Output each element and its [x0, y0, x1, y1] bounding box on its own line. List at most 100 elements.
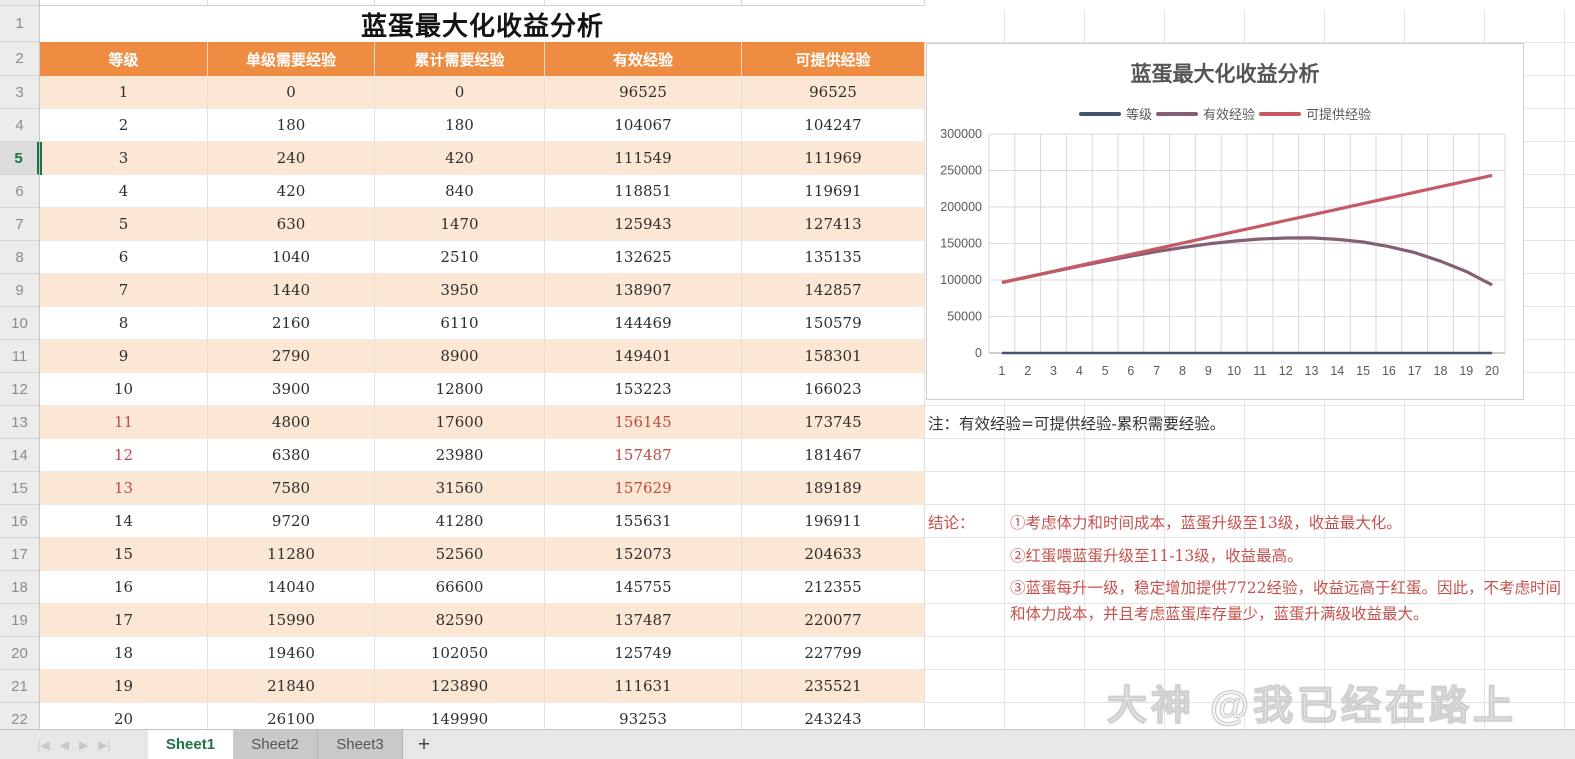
table-cell[interactable]: 173745 [742, 406, 925, 439]
table-cell[interactable]: 156145 [545, 406, 742, 439]
table-cell[interactable]: 220077 [742, 604, 925, 637]
table-cell[interactable]: 23980 [375, 439, 545, 472]
table-cell[interactable]: 840 [375, 175, 545, 208]
table-cell[interactable]: 9720 [208, 505, 375, 538]
table-cell[interactable]: 9 [40, 340, 208, 373]
table-cell[interactable]: 14 [40, 505, 208, 538]
row-number[interactable]: 6 [0, 175, 39, 208]
table-cell[interactable]: 102050 [375, 637, 545, 670]
table-cell[interactable]: 8900 [375, 340, 545, 373]
sheet-nav-icon[interactable]: |◀ [37, 737, 50, 752]
row-number[interactable]: 20 [0, 637, 39, 670]
table-cell[interactable]: 132625 [545, 241, 742, 274]
table-cell[interactable]: 111549 [545, 142, 742, 175]
column-header[interactable]: 累计需要经验 [375, 42, 545, 76]
table-cell[interactable]: 66600 [375, 571, 545, 604]
row-number[interactable]: 17 [0, 538, 39, 571]
table-cell[interactable]: 125943 [545, 208, 742, 241]
table-cell[interactable]: 12800 [375, 373, 545, 406]
row-number[interactable]: 11 [0, 340, 39, 373]
row-number[interactable]: 7 [0, 208, 39, 241]
table-cell[interactable]: 15 [40, 538, 208, 571]
table-cell[interactable]: 137487 [545, 604, 742, 637]
row-number[interactable]: 3 [0, 76, 39, 109]
table-cell[interactable]: 12 [40, 439, 208, 472]
table-cell[interactable]: 6 [40, 241, 208, 274]
table-cell[interactable]: 14040 [208, 571, 375, 604]
table-cell[interactable]: 138907 [545, 274, 742, 307]
table-cell[interactable]: 111631 [545, 670, 742, 703]
table-cell[interactable]: 6380 [208, 439, 375, 472]
table-cell[interactable]: 19 [40, 670, 208, 703]
row-number[interactable]: 10 [0, 307, 39, 340]
column-header[interactable]: 可提供经验 [742, 42, 925, 76]
table-cell[interactable]: 1040 [208, 241, 375, 274]
table-cell[interactable]: 82590 [375, 604, 545, 637]
table-cell[interactable]: 41280 [375, 505, 545, 538]
table-cell[interactable]: 227799 [742, 637, 925, 670]
table-cell[interactable]: 204633 [742, 538, 925, 571]
table-cell[interactable]: 3 [40, 142, 208, 175]
table-cell[interactable]: 10 [40, 373, 208, 406]
row-number[interactable]: 18 [0, 571, 39, 604]
chart-object[interactable]: 蓝蛋最大化收益分析 等级 有效经验 可提供经验 0 50000 100000 150000… [926, 43, 1524, 400]
table-cell[interactable]: 0 [375, 76, 545, 109]
table-cell[interactable]: 212355 [742, 571, 925, 604]
row-number[interactable]: 14 [0, 439, 39, 472]
table-cell[interactable]: 104247 [742, 109, 925, 142]
table-cell[interactable]: 7 [40, 274, 208, 307]
table-cell[interactable]: 149401 [545, 340, 742, 373]
table-cell[interactable]: 16 [40, 571, 208, 604]
table-cell[interactable]: 96525 [742, 76, 925, 109]
table-cell[interactable]: 52560 [375, 538, 545, 571]
table-cell[interactable]: 155631 [545, 505, 742, 538]
sheet-nav-icon[interactable]: ▶ [79, 737, 89, 752]
table-cell[interactable]: 123890 [375, 670, 545, 703]
table-cell[interactable]: 17 [40, 604, 208, 637]
table-cell[interactable]: 31560 [375, 472, 545, 505]
table-cell[interactable]: 150579 [742, 307, 925, 340]
table-cell[interactable]: 180 [208, 109, 375, 142]
table-cell[interactable]: 196911 [742, 505, 925, 538]
table-cell[interactable]: 1440 [208, 274, 375, 307]
table-cell[interactable]: 181467 [742, 439, 925, 472]
row-number[interactable]: 5 [0, 142, 39, 175]
sheet-tab-sheet3[interactable]: Sheet3 [318, 730, 403, 759]
table-cell[interactable]: 240 [208, 142, 375, 175]
table-cell[interactable]: 125749 [545, 637, 742, 670]
table-cell[interactable]: 119691 [742, 175, 925, 208]
column-header[interactable]: 单级需要经验 [208, 42, 375, 76]
sheet-nav-buttons[interactable]: |◀ ◀ ▶ ▶| [0, 730, 148, 759]
row-number[interactable]: 12 [0, 373, 39, 406]
sheet-nav-icon[interactable]: ◀ [59, 737, 69, 752]
table-cell[interactable]: 152073 [545, 538, 742, 571]
table-cell[interactable]: 158301 [742, 340, 925, 373]
table-cell[interactable]: 21840 [208, 670, 375, 703]
table-cell[interactable]: 1470 [375, 208, 545, 241]
table-cell[interactable]: 235521 [742, 670, 925, 703]
row-number[interactable]: 4 [0, 109, 39, 142]
table-cell[interactable]: 7580 [208, 472, 375, 505]
table-cell[interactable]: 6110 [375, 307, 545, 340]
table-cell[interactable]: 8 [40, 307, 208, 340]
table-cell[interactable]: 3950 [375, 274, 545, 307]
row-number[interactable]: 9 [0, 274, 39, 307]
row-number[interactable]: 16 [0, 505, 39, 538]
table-cell[interactable]: 3900 [208, 373, 375, 406]
table-cell[interactable]: 96525 [545, 76, 742, 109]
table-cell[interactable]: 0 [208, 76, 375, 109]
row-number[interactable]: 13 [0, 406, 39, 439]
table-cell[interactable]: 153223 [545, 373, 742, 406]
table-cell[interactable]: 5 [40, 208, 208, 241]
table-cell[interactable]: 4800 [208, 406, 375, 439]
table-cell[interactable]: 2510 [375, 241, 545, 274]
table-cell[interactable]: 15990 [208, 604, 375, 637]
table-cell[interactable]: 157487 [545, 439, 742, 472]
table-cell[interactable]: 142857 [742, 274, 925, 307]
sheet-tab-sheet2[interactable]: Sheet2 [233, 730, 318, 759]
table-cell[interactable]: 420 [208, 175, 375, 208]
column-header[interactable]: 等级 [40, 42, 208, 76]
add-sheet-button[interactable]: + [417, 732, 431, 756]
table-cell[interactable]: 630 [208, 208, 375, 241]
table-cell[interactable]: 2790 [208, 340, 375, 373]
